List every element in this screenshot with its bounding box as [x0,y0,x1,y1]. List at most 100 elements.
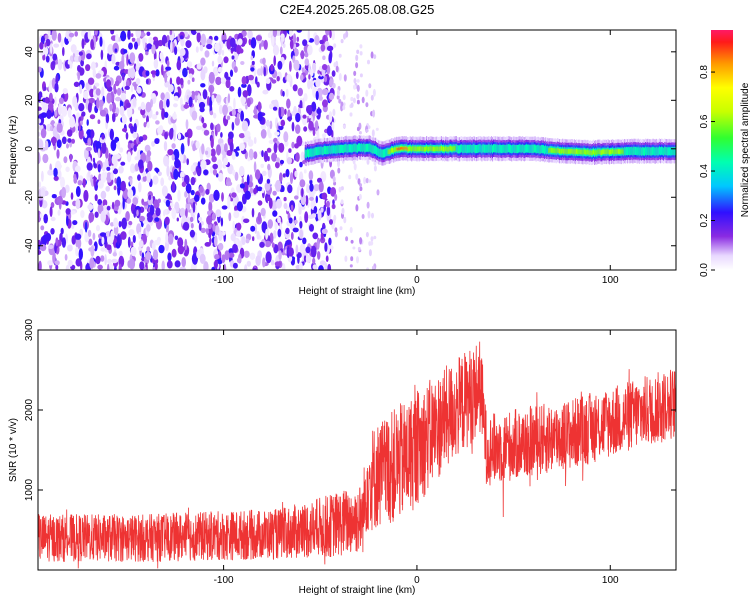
spectrogram-cell-13 [118,165,124,174]
spectrogram-cell-254 [40,225,45,231]
spectrogram-cell-1224 [136,86,142,94]
spectrogram-xtick-label: -100 [214,275,234,286]
spectrogram-xtick-label: 0 [414,275,420,286]
spectrogram-cell-2754 [473,144,476,153]
spectrogram-cell-1159 [271,152,278,162]
spectrogram-cell-1064 [196,63,202,70]
spectrogram-cell-2652 [448,146,450,152]
spectrogram-cell-1900 [359,51,363,56]
spectrogram-cell-491 [174,260,181,268]
spectrogram-cell-761 [161,260,165,270]
spectrogram-cell-1692 [87,204,94,210]
spectrogram-cell-2409 [398,147,400,150]
spectrogram-cell-1812 [77,71,81,81]
spectrogram-cell-361 [61,136,67,145]
spectrogram-cell-1725 [262,89,269,95]
spectrogram-cell-75 [245,104,248,110]
spectrogram-cell-1854 [218,230,223,242]
spectrogram-cell-778 [166,98,170,108]
spectrogram-cell-641 [113,225,119,236]
spectrogram-cell-1893 [104,171,108,179]
spectrogram-cell-2391 [395,147,397,152]
spectrogram-cell-2694 [457,145,460,154]
spectrogram-cell-881 [138,136,144,143]
spectrogram-cell-2742 [470,144,472,154]
spectrogram-cell-1031 [237,86,242,98]
spectrogram-cell-1594 [264,182,271,191]
spectrogram-cell-1062 [50,202,55,208]
spectrogram-cell-813 [307,44,313,56]
spectrogram-cell-1790 [56,149,60,159]
spectrogram-cell-3533 [662,146,664,156]
spectrogram-cell-731 [110,139,117,152]
spectrogram-cell-3085 [558,148,561,154]
spectrogram-cell-2894 [511,145,513,154]
spectrogram-cell-1613 [154,138,160,144]
spectrogram-cell-2487 [413,146,415,152]
spectrogram-cell-3300 [604,149,606,155]
spectrogram-cell-2602 [437,146,439,152]
spectrogram-cell-1221 [299,262,303,270]
spectrogram-cell-1573 [95,255,101,265]
spectrogram-cell-1155 [246,97,251,108]
spectrogram-cell-2139 [330,146,332,155]
spectrogram-cell-639 [179,152,184,163]
spectrogram-cell-1369 [94,30,98,36]
spectrogram-cell-1534 [231,192,237,198]
spectrogram-cell-1781 [214,42,220,53]
spectrogram-cell-3145 [571,148,573,154]
spectrogram-cell-567 [148,36,154,45]
spectrogram-cell-868 [251,60,255,66]
spectrogram-cell-2195 [345,144,347,153]
spectrogram-cell-1607 [202,122,207,129]
spectrogram-cell-2403 [397,148,399,151]
spectrogram-cell-1771 [94,82,100,87]
spectrogram-cell-1601 [209,110,214,116]
spectrogram-cell-1259 [38,260,42,270]
spectrogram-cell-760 [151,141,156,147]
spectrogram-cell-1768 [194,194,200,202]
spectrogram-cell-1753 [47,169,54,176]
spectrogram-cell-1094 [166,60,170,67]
spectrogram-cell-1602 [283,131,289,143]
spectrogram-cell-990 [284,108,287,115]
spectrogram-ytick-label: 40 [24,46,35,58]
spectrogram-cell-1738 [129,177,133,186]
spectrogram-cell-1938 [358,193,362,200]
spectrogram-cell-3469 [645,146,647,155]
spectrogram-cell-2343 [384,148,386,158]
spectrogram-cell-2115 [323,145,326,154]
spectrogram-cell-402 [67,138,72,143]
spectrogram-cell-1985 [340,39,344,44]
spectrogram-cell-1218 [312,264,318,270]
spectrogram-cell-1107 [93,175,96,188]
spectrogram-cell-3210 [585,150,587,155]
spectrogram-cell-755 [299,229,304,239]
spectrogram-cell-2199 [346,144,348,153]
spectrogram-cell-1537 [247,30,253,39]
spectrogram-cell-1543 [52,53,58,61]
spectrogram-cell-2263 [363,143,365,152]
spectrogram-cell-1627 [90,129,94,139]
spectrogram-cell-2026 [368,179,372,183]
spectrogram-cell-1630 [73,81,80,88]
spectrogram-cell-1021 [202,89,208,100]
spectrogram-cell-1860 [221,254,226,263]
spectrogram-cell-1956 [342,124,346,128]
spectrogram-cell-1997 [372,88,376,97]
spectrogram-cell-158 [288,148,292,153]
spectrogram-cell-1759 [163,141,168,151]
spectrogram-cell-2818 [490,144,493,153]
spectrogram-cell-68 [167,252,172,262]
spectrogram-cell-1293 [164,131,168,140]
spectrogram-cell-1459 [95,73,102,79]
spectrogram-cell-1010 [114,266,117,270]
spectrogram-cell-564 [271,79,277,84]
spectrogram-cell-1735 [296,135,303,147]
spectrogram-cell-1696 [300,74,304,81]
spectrogram-cell-1650 [146,121,150,129]
spectrogram-cell-1965 [356,256,359,264]
spectrogram-cell-420 [153,58,159,69]
spectrogram-cell-1875 [217,66,223,73]
spectrogram-cell-2227 [353,143,355,152]
